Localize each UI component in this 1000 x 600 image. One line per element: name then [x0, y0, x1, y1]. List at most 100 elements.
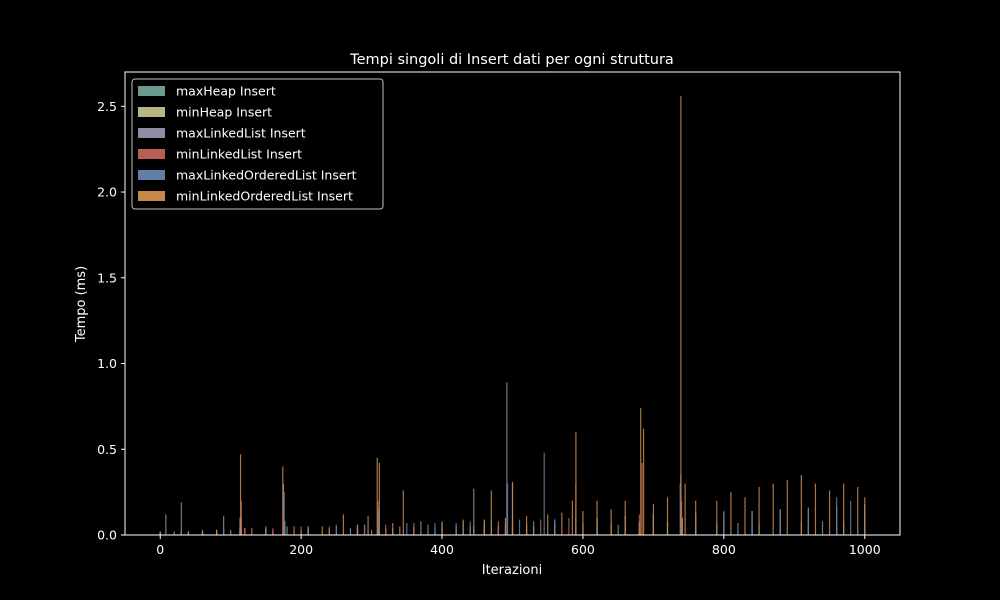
bar [680, 96, 682, 535]
bar [737, 523, 739, 535]
bar [376, 457, 378, 535]
bar [223, 516, 225, 535]
bar [575, 432, 577, 535]
bar [504, 517, 507, 535]
y-tick-label: 1.0 [97, 356, 117, 371]
bar [730, 492, 732, 535]
bar [483, 519, 485, 535]
x-axis-label: Iterazioni [482, 563, 542, 578]
bar [679, 483, 681, 535]
legend-swatch [138, 170, 165, 180]
bar [286, 526, 288, 535]
x-axis: 0 200 400 600 800 1000 [156, 535, 881, 557]
bar [434, 523, 436, 535]
bar [497, 521, 500, 535]
bar [571, 500, 573, 535]
bar [230, 529, 232, 535]
bar [392, 523, 394, 535]
y-tick-label: 0.0 [97, 528, 117, 543]
bar [814, 483, 817, 535]
bar [378, 462, 380, 535]
bar [223, 528, 225, 535]
bar [864, 497, 866, 535]
bars-layer [159, 96, 866, 535]
bar [367, 516, 369, 535]
bar [420, 521, 422, 535]
bar [786, 480, 788, 535]
bar [506, 483, 509, 535]
bar [684, 483, 686, 535]
legend-label: maxLinkedOrderedList Insert [176, 168, 357, 183]
bar [363, 524, 366, 535]
bar [356, 524, 359, 535]
bar [641, 462, 643, 535]
bar [413, 523, 415, 535]
x-tick-label: 1000 [849, 542, 881, 557]
y-axis-label: Tempo (ms) [74, 266, 89, 343]
bar [441, 521, 443, 535]
y-tick-label: 0.5 [97, 442, 117, 457]
bar [328, 526, 330, 535]
bar [427, 524, 429, 535]
bar [568, 517, 570, 535]
x-tick-label: 0 [156, 542, 164, 557]
chart-title: Tempi singoli di Insert dati per ogni st… [349, 52, 674, 68]
x-tick-label: 400 [430, 542, 454, 557]
bar [399, 526, 401, 535]
legend: maxHeap Insert minHeap Insert maxLinkedLis… [131, 78, 384, 210]
bar [349, 528, 352, 535]
bar [638, 514, 640, 535]
bar [751, 510, 753, 535]
bar [547, 514, 549, 535]
bar [642, 428, 645, 535]
bar [554, 519, 556, 535]
bar [180, 502, 182, 535]
legend-box [131, 78, 384, 210]
x-tick-label: 800 [712, 542, 736, 557]
bar [525, 516, 528, 535]
bar [251, 528, 253, 535]
bar [180, 529, 182, 535]
y-tick-label: 2.5 [97, 99, 117, 114]
bar [758, 486, 760, 535]
bar [506, 382, 508, 535]
bar [244, 528, 246, 535]
bar [540, 519, 542, 535]
legend-swatch [138, 128, 165, 138]
bar [201, 531, 204, 535]
bar [582, 510, 584, 535]
bar [807, 507, 810, 535]
bar [610, 509, 612, 535]
bar [624, 500, 626, 535]
bar [596, 500, 598, 535]
bar [370, 529, 373, 535]
bar [385, 524, 387, 535]
y-tick-label: 2.0 [97, 185, 117, 200]
bar [455, 523, 457, 535]
bar [239, 454, 242, 535]
bar [173, 531, 175, 535]
bar [187, 531, 190, 535]
bar [165, 514, 167, 535]
bar [272, 528, 274, 535]
series-5 [159, 96, 866, 535]
x-tick-label: 200 [289, 542, 313, 557]
bar [640, 408, 642, 535]
bar [283, 492, 285, 535]
bar [561, 512, 563, 535]
bar [335, 524, 337, 535]
bar [284, 521, 286, 535]
bar [300, 526, 302, 535]
bar [821, 521, 824, 535]
bar [779, 509, 781, 535]
legend-swatch [138, 149, 165, 159]
bar [402, 490, 404, 535]
bar [543, 452, 545, 535]
bar [680, 500, 683, 535]
legend-label: maxHeap Insert [176, 84, 276, 99]
bar [850, 500, 852, 535]
bar [282, 466, 284, 535]
legend-label: maxLinkedList Insert [176, 126, 306, 141]
bar [406, 523, 408, 535]
